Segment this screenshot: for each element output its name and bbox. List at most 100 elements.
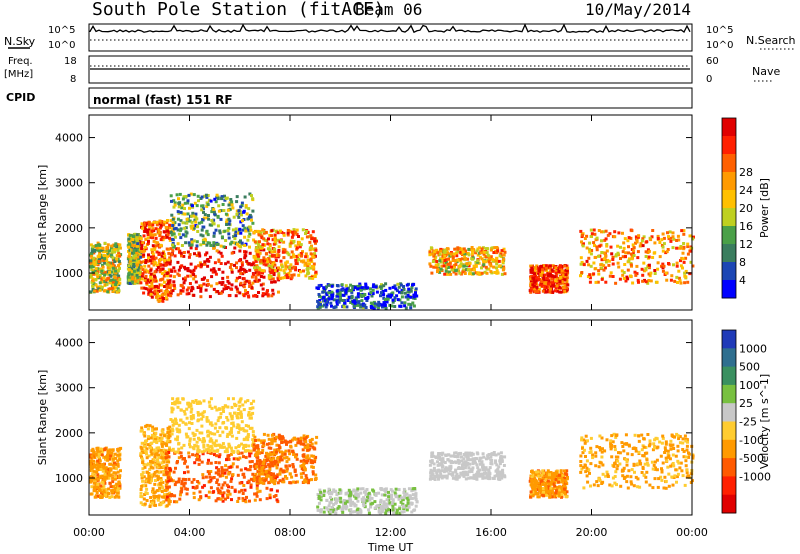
echo-cell: [397, 497, 401, 501]
echo-cell: [153, 427, 157, 431]
echo-cell: [625, 275, 629, 279]
echo-cell: [197, 252, 201, 256]
echo-cell: [608, 232, 612, 236]
echo-cell: [631, 255, 634, 259]
echo-cell: [214, 422, 218, 426]
echo-cell: [371, 306, 375, 310]
echo-cell: [110, 244, 114, 248]
echo-cell: [248, 460, 252, 464]
echo-cell: [136, 243, 140, 247]
echo-cell: [205, 251, 209, 255]
echo-cell: [219, 262, 223, 265]
echo-cell: [262, 248, 266, 252]
echo-cell: [395, 289, 399, 293]
echo-cell: [180, 446, 184, 450]
noise-strip-frame: [88, 23, 693, 52]
echo-cell: [303, 438, 307, 442]
echo-cell: [449, 272, 453, 276]
echo-cell: [278, 479, 282, 483]
echo-cell: [310, 237, 314, 241]
echo-cell: [531, 276, 535, 280]
echo-cell: [278, 446, 282, 450]
echo-cell: [608, 274, 612, 278]
echo-cell: [165, 262, 169, 266]
echo-cell: [409, 303, 413, 307]
echo-cell: [114, 281, 118, 284]
echo-cell: [241, 497, 245, 501]
echo-cell: [129, 257, 133, 261]
echo-cell: [89, 492, 93, 496]
echo-cell: [127, 278, 131, 282]
echo-cell: [579, 262, 583, 266]
echo-cell: [225, 416, 229, 419]
echo-cell: [149, 460, 152, 463]
echo-cell: [188, 206, 191, 210]
echo-cell: [313, 237, 317, 241]
echo-cell: [451, 255, 455, 259]
echo-cell: [257, 233, 261, 237]
echo-cell: [159, 243, 163, 247]
echo-cell: [142, 223, 146, 227]
echo-cell: [216, 419, 220, 423]
echo-cell: [640, 239, 644, 243]
echo-cell: [543, 285, 547, 289]
echo-cell: [244, 205, 248, 209]
echo-cell: [191, 485, 195, 489]
echo-cell: [669, 236, 673, 240]
echo-cell: [116, 243, 120, 247]
echo-cell: [202, 225, 206, 229]
echo-cell: [103, 261, 107, 265]
echo-cell: [195, 204, 199, 208]
echo-cell: [220, 466, 224, 470]
echo-cell: [161, 251, 165, 255]
echo-cell: [276, 481, 280, 485]
echo-cell: [268, 480, 272, 484]
echo-cell: [364, 285, 368, 289]
echo-cell: [351, 301, 355, 305]
echo-cell: [146, 288, 150, 292]
echo-cell: [683, 281, 687, 285]
echo-cell: [249, 451, 253, 455]
echo-cell: [171, 221, 175, 225]
echo-cell: [227, 294, 231, 298]
echo-cell: [254, 268, 258, 272]
echo-cell: [322, 494, 326, 497]
echo-cell: [112, 288, 116, 292]
echo-cell: [192, 268, 196, 272]
echo-cell: [682, 232, 686, 236]
y-tick-label: 4000: [55, 132, 83, 145]
echo-cell: [141, 226, 145, 230]
echo-region: [316, 487, 419, 515]
echo-cell: [541, 289, 545, 293]
echo-cell: [251, 430, 255, 434]
echo-cell: [286, 440, 290, 444]
echo-cell: [227, 203, 231, 207]
echo-cell: [432, 265, 436, 269]
echo-cell: [227, 471, 231, 475]
echo-cell: [110, 451, 114, 455]
echo-cell: [280, 458, 284, 462]
echo-cell: [240, 488, 244, 492]
echo-cell: [207, 450, 211, 453]
echo-cell: [101, 255, 104, 259]
echo-cell: [118, 281, 122, 285]
echo-cell: [291, 463, 295, 466]
echo-cell: [459, 272, 463, 276]
echo-cell: [474, 271, 478, 275]
echo-cell: [192, 193, 196, 197]
echo-cell: [280, 265, 284, 269]
echo-cell: [244, 449, 247, 453]
echo-cell: [256, 265, 260, 269]
beam-label: Beam 06: [355, 0, 422, 19]
echo-cell: [156, 437, 160, 440]
echo-cell: [301, 260, 305, 264]
echo-cell: [245, 212, 249, 216]
echo-cell: [400, 295, 404, 299]
echo-cell: [100, 474, 104, 478]
echo-cell: [682, 242, 686, 245]
echo-cell: [145, 281, 149, 285]
echo-cell: [266, 260, 270, 264]
echo-cell: [176, 430, 180, 433]
echo-cell: [267, 463, 271, 467]
echo-cell: [89, 467, 93, 471]
